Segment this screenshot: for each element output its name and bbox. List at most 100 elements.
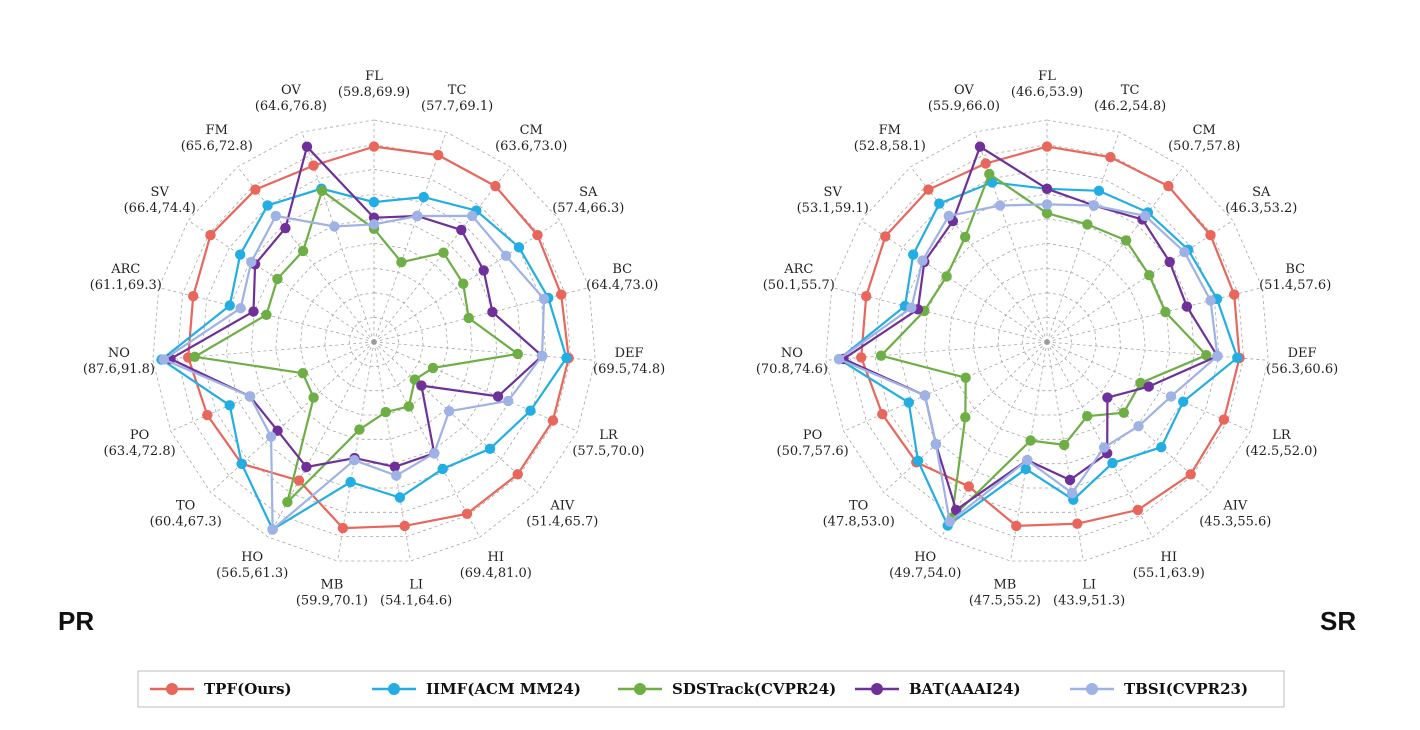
data-point-def [1232,352,1243,363]
data-point-ov [980,158,991,169]
axis-name: AIV [549,498,575,513]
grid-ring [849,144,1245,537]
legend: TPF(Ours) IIMF(ACM MM24) SDSTrack(CVPR24) B… [137,670,1285,708]
axis-range: (55.9,66.0) [928,99,1000,114]
legend-marker [871,683,883,695]
axis-spoke [373,220,561,343]
axis-label-sv: SV (53.1,59.1) [797,185,869,216]
axis-label-fm: FM (65.6,72.8) [181,123,253,154]
axis-range: (51.4,57.6) [1259,278,1331,293]
data-point-fl [368,141,380,152]
data-point-arc [861,291,872,302]
series-line [879,172,1209,521]
axis-label-li: LI (43.9,51.3) [1053,578,1125,609]
series-line [841,145,1219,512]
data-point-fl [1041,183,1053,194]
series-line [168,144,544,469]
data-point-no [875,350,887,361]
axis-label-sa: SA (46.3,53.2) [1225,185,1297,216]
axis-range: (55.1,63.9) [1133,566,1205,581]
legend-label: TBSI(CVPR23) [1124,680,1248,698]
axis-label-bc: BC (64.4,73.0) [586,262,658,293]
data-point-ov [994,200,1006,211]
axis-label-arc: ARC (61.1,69.3) [90,262,162,293]
axis-spoke [910,166,1048,343]
data-point-lr [547,415,559,426]
data-point-bc [538,293,550,305]
axis-label-to: TO (60.4,67.3) [150,498,222,529]
data-point-ov [308,160,319,171]
axis-spoke [373,131,447,343]
data-point-fl [1041,141,1053,152]
axis-name: TO [176,498,195,513]
data-point-aiv [409,374,420,385]
legend-item-sdstrack-cvpr24-: SDSTrack(CVPR24) [618,680,836,698]
axis-range: (52.8,58.1) [854,139,926,154]
data-point-ho [963,481,974,492]
data-point-po [919,390,931,401]
axis-spoke [237,166,375,343]
data-point-li [391,470,402,481]
axis-range: (42.5,52.0) [1245,444,1317,459]
axis-range: (64.6,76.8) [255,99,327,114]
axis-label-sv: SV (66.4,74.4) [124,185,196,216]
axis-label-po: PO (63.4,72.8) [104,428,176,459]
axis-spoke [974,131,1048,343]
axis-range: (63.6,73.0) [495,139,567,154]
axis-name: FL [365,69,383,84]
axis-name: MB [320,578,343,593]
data-point-fm [262,200,273,211]
series-iimf-acm-mm24- [833,177,1243,531]
grid-ring [972,267,1122,416]
data-point-arc [188,291,199,302]
data-point-ov [984,168,995,180]
data-point-lr [492,391,504,402]
axis-spoke [267,341,375,538]
data-point-no [856,352,867,363]
grid-ring [348,316,400,367]
axis-name: LR [1272,428,1292,443]
axis-name: OV [281,83,301,98]
radar-chart-sr: FL (46.6,53.9) TC (46.2,54.8)CM (50.7,57.8)S… [756,69,1338,609]
data-point-li [380,406,391,418]
data-point-aiv [1118,407,1130,418]
axis-label-cm: CM (63.6,73.0) [495,123,567,154]
axis-range: (57.7,69.1) [421,99,493,114]
axis-spoke [301,131,375,343]
data-point-sa [458,278,469,289]
data-point-no [833,354,845,365]
data-point-mb [349,455,360,466]
data-point-po [960,372,971,383]
data-point-mb [337,522,349,534]
axis-name: MB [993,578,1016,593]
grid-ring [874,168,1220,513]
axis-name: LI [409,578,423,593]
legend-item-tpf-ours-: TPF(Ours) [150,680,292,698]
axis-range: (46.6,53.9) [1011,85,1083,100]
grid-ring [899,193,1195,489]
axis-name: SV [824,185,843,200]
data-point-hi [437,463,448,475]
data-point-to [930,439,942,450]
axis-range: (69.4,81.0) [460,566,532,581]
axis-label-li: LI (54.1,64.6) [380,578,452,609]
data-point-mb [1025,435,1036,446]
axis-spoke [210,341,375,493]
data-point-tc [418,191,429,203]
data-point-sv [235,249,246,260]
series-line [860,145,1241,528]
grid-ring [201,168,547,513]
axis-spoke [940,341,1048,538]
legend-marker [388,683,400,695]
legend-label: IIMF(ACM MM24) [426,680,581,698]
data-point-hi [403,401,415,412]
data-point-no [158,354,169,365]
data-point-sa [532,229,543,241]
axis-range: (51.4,65.7) [526,514,598,529]
axis-name: SA [1252,185,1271,200]
data-point-po [244,391,256,402]
grid-ring [250,218,498,465]
axis-label-po: PO (50.7,57.6) [777,428,849,459]
data-point-cm [490,180,501,192]
axis-name: PO [130,428,149,443]
